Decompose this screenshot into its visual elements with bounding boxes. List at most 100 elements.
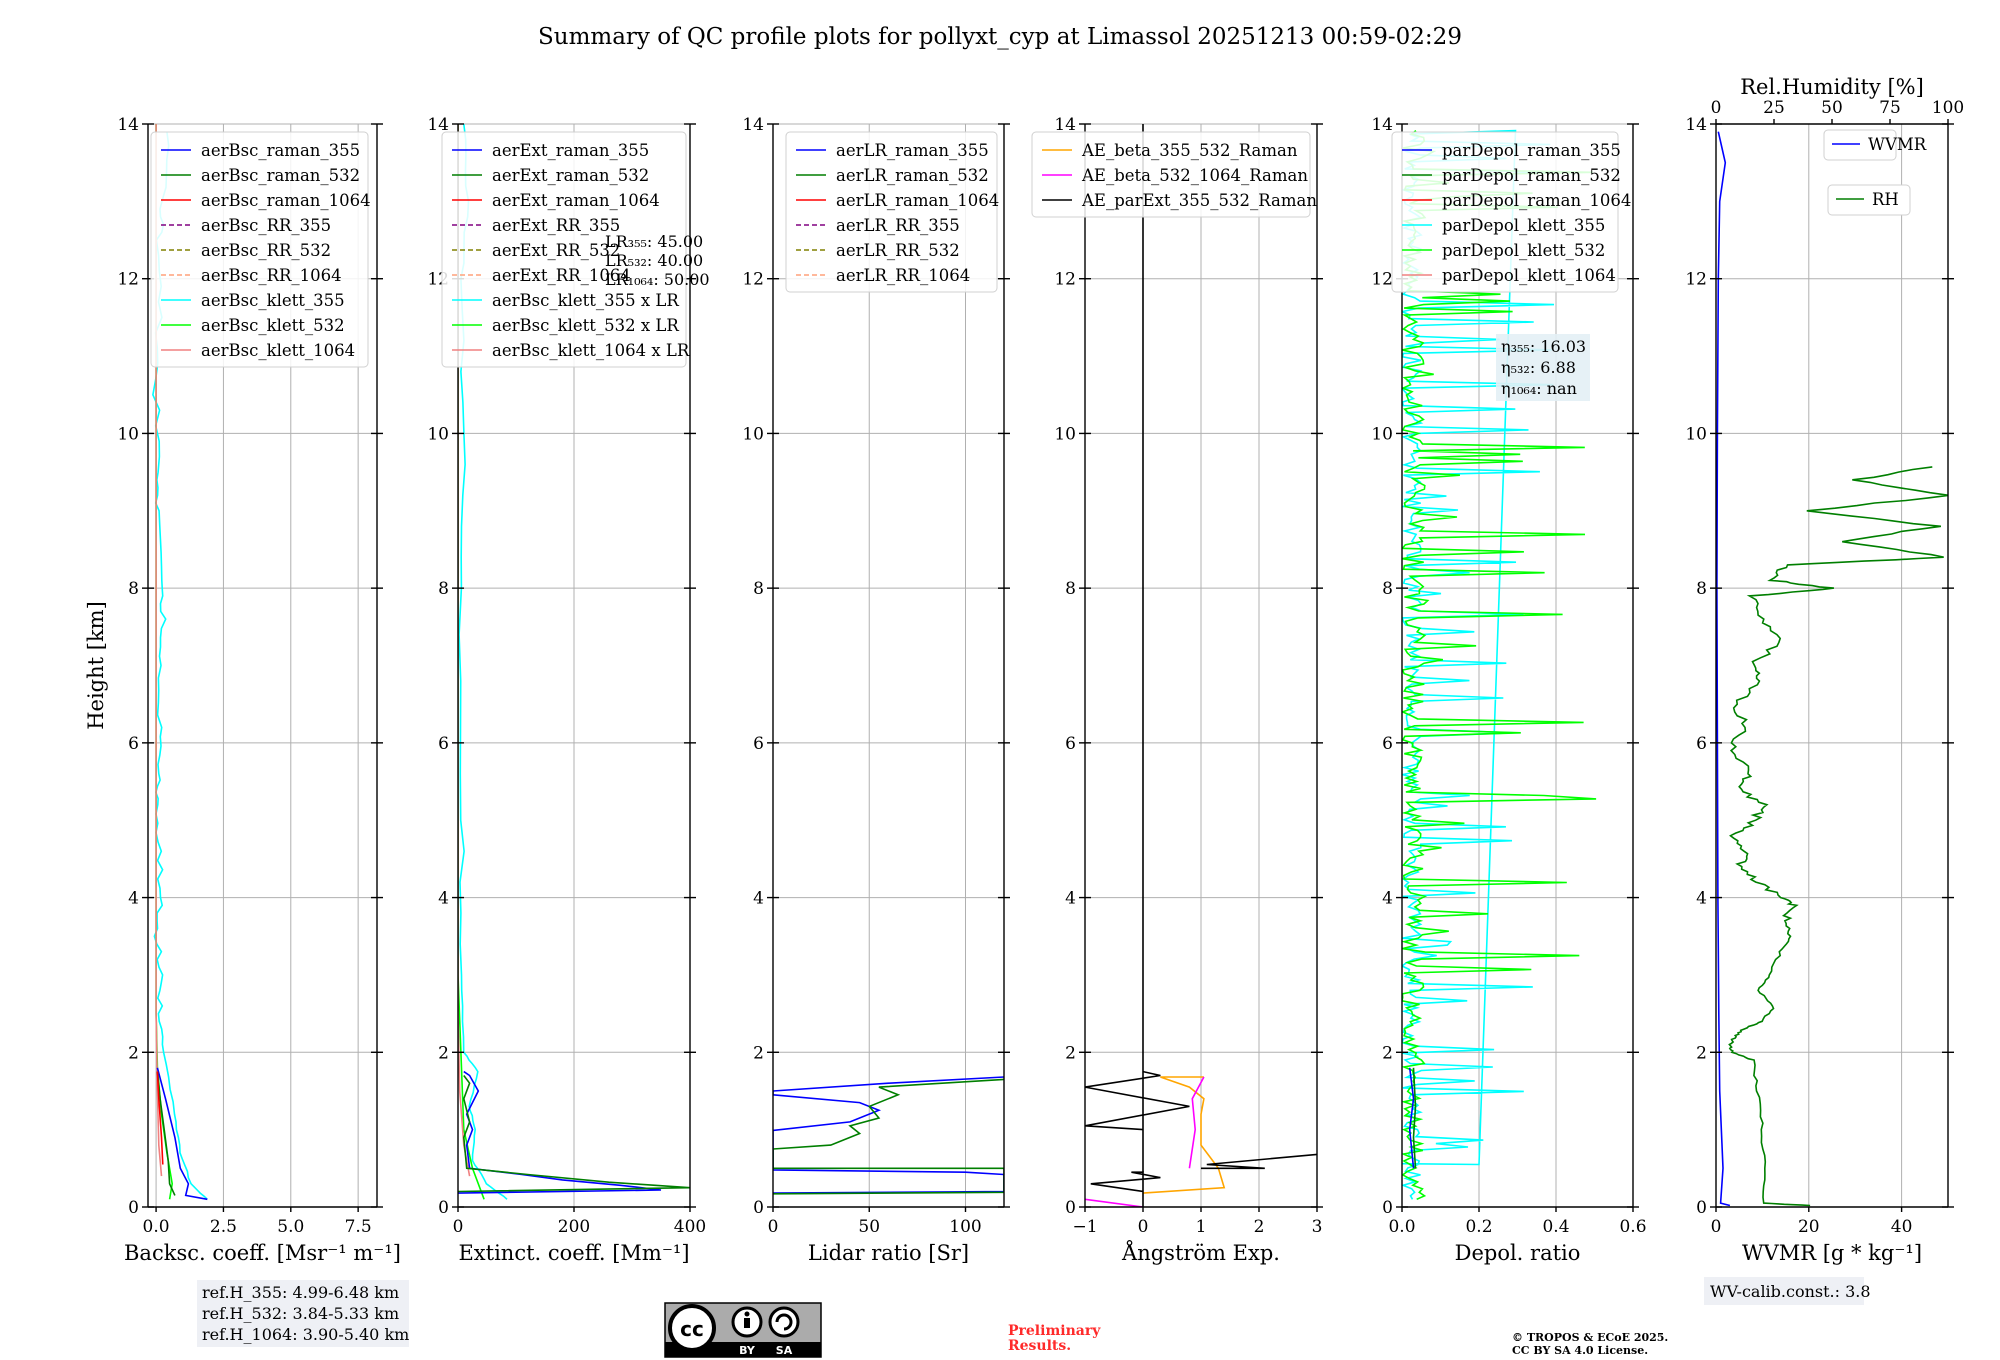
series-group bbox=[152, 124, 208, 1201]
legend-entry: aerBsc_raman_532 bbox=[201, 166, 360, 185]
preliminary-line1: Preliminary bbox=[1008, 1323, 1101, 1339]
legend-entry: aerBsc_klett_355 x LR bbox=[492, 291, 679, 310]
parDepol_klett_532-line bbox=[1402, 129, 1597, 1201]
top-x-tick-label: 100 bbox=[1932, 98, 1964, 118]
y-tick-label: 8 bbox=[1382, 579, 1393, 599]
y-tick-label: 10 bbox=[1685, 424, 1707, 444]
y-tick-label: 14 bbox=[427, 115, 449, 135]
y-tick-label: 0 bbox=[753, 1198, 764, 1218]
legend-entry: aerExt_RR_355 bbox=[492, 216, 620, 235]
sa-label: SA bbox=[776, 1344, 793, 1357]
legend: parDepol_raman_355 parDepol_raman_532 parD… bbox=[1391, 131, 1631, 293]
legend-entry: aerBsc_klett_532 x LR bbox=[492, 316, 679, 335]
legend-entry: AE_beta_355_532_Raman bbox=[1081, 141, 1298, 160]
y-tick-label: 6 bbox=[1382, 734, 1393, 754]
figure-title: Summary of QC profile plots for pollyxt_… bbox=[538, 24, 1462, 50]
ref-height-value: ref.H_1064: 3.90-5.40 km bbox=[202, 1325, 409, 1344]
aerExt_raman_355-line bbox=[458, 1070, 662, 1194]
y-tick-label: 10 bbox=[1054, 424, 1076, 444]
y-tick-label: 0 bbox=[128, 1198, 139, 1218]
parDepol_raman_355-line bbox=[1408, 1067, 1415, 1169]
ref-height-value: ref.H_355: 4.99-6.48 km bbox=[202, 1283, 399, 1302]
aerLR_raman_532-line bbox=[773, 1078, 1004, 1195]
y-tick-label: 0 bbox=[1065, 1198, 1076, 1218]
legend-entry: AE_parExt_355_532_Raman bbox=[1081, 191, 1317, 210]
y-tick-label: 10 bbox=[427, 424, 449, 444]
legend-entry: RH bbox=[1872, 190, 1899, 209]
y-tick-label: 0 bbox=[438, 1198, 449, 1218]
y-tick-label: 14 bbox=[1371, 115, 1393, 135]
eta-box bbox=[1496, 334, 1590, 401]
ref-height-value: ref.H_532: 3.84-5.33 km bbox=[202, 1304, 399, 1323]
legend-entry: aerBsc_klett_532 bbox=[201, 316, 345, 335]
cc-license-badge: cc BY SA bbox=[664, 1302, 822, 1358]
y-tick-label: 6 bbox=[1065, 734, 1076, 754]
y-tick-label: 4 bbox=[1696, 889, 1707, 909]
top-x-tick-label: 50 bbox=[1821, 98, 1843, 118]
AE_beta_532_1064_Raman-extra-line bbox=[1188, 1076, 1205, 1169]
lidar-ratio-label: LR₁₀₆₄: 50.00 bbox=[605, 270, 710, 289]
legend-entry: aerLR_RR_532 bbox=[836, 241, 960, 260]
x-axis-label: WVMR [g * kg⁻¹] bbox=[1742, 1241, 1922, 1265]
legend-frame bbox=[1827, 184, 1911, 216]
x-tick-label: 0.4 bbox=[1542, 1217, 1569, 1237]
legend-entry: aerLR_raman_355 bbox=[836, 141, 989, 160]
y-tick-label: 10 bbox=[117, 424, 139, 444]
y-tick-label: 14 bbox=[1054, 115, 1076, 135]
y-tick-label: 8 bbox=[753, 579, 764, 599]
x-tick-label: 50 bbox=[858, 1217, 880, 1237]
legend: aerLR_raman_355 aerLR_raman_532 aerLR_rama… bbox=[785, 131, 999, 293]
y-tick-label: 4 bbox=[1065, 889, 1076, 909]
y-tick-label: 8 bbox=[128, 579, 139, 599]
x-tick-label: 0.0 bbox=[143, 1217, 170, 1237]
grid bbox=[1715, 123, 1948, 1208]
AE_beta_355_532_Raman-line bbox=[1142, 1076, 1226, 1194]
y-tick-label: 2 bbox=[1696, 1043, 1707, 1063]
x-tick-label: 0 bbox=[768, 1217, 779, 1237]
wv-calib-box bbox=[1704, 1277, 1864, 1305]
series-group bbox=[1085, 124, 1317, 1207]
legend: aerExt_raman_355 aerExt_raman_532 aerExt_r… bbox=[441, 131, 690, 368]
legend-entry: parDepol_raman_1064 bbox=[1442, 191, 1631, 210]
AE_parExt_355_532_Raman-loop-line bbox=[1085, 1070, 1190, 1131]
eta-value: η₅₃₂: 6.88 bbox=[1501, 358, 1576, 377]
y-tick-label: 2 bbox=[1382, 1043, 1393, 1063]
x-tick-label: 1 bbox=[1196, 1217, 1207, 1237]
legend-entry: AE_beta_532_1064_Raman bbox=[1081, 166, 1308, 185]
y-tick-label: 10 bbox=[742, 424, 764, 444]
legend: aerBsc_raman_355 aerBsc_raman_532 aerBsc_r… bbox=[150, 131, 371, 368]
aerBsc_raman_1064-line bbox=[156, 1071, 164, 1165]
cc-icon bbox=[668, 1304, 716, 1352]
top-x-tick-label: 75 bbox=[1879, 98, 1901, 118]
RH-line bbox=[1728, 466, 1948, 1207]
x-tick-label: 7.5 bbox=[345, 1217, 372, 1237]
legend-entry: aerLR_raman_1064 bbox=[836, 191, 999, 210]
y-tick-label: 6 bbox=[1696, 734, 1707, 754]
y-tick-label: 8 bbox=[438, 579, 449, 599]
y-tick-label: 6 bbox=[753, 734, 764, 754]
x-tick-label: 100 bbox=[949, 1217, 981, 1237]
y-tick-label: 14 bbox=[742, 115, 764, 135]
legend-entry: aerBsc_klett_1064 bbox=[201, 341, 355, 360]
x-tick-label: 5.0 bbox=[277, 1217, 304, 1237]
preliminary-line2: Results. bbox=[1008, 1338, 1071, 1354]
legend-entry: aerBsc_RR_355 bbox=[201, 216, 331, 235]
x-axis-label: Lidar ratio [Sr] bbox=[808, 1241, 969, 1265]
legend-entry: WVMR bbox=[1868, 135, 1927, 154]
x-tick-label: 2 bbox=[1254, 1217, 1265, 1237]
legend-frame bbox=[1391, 131, 1619, 293]
x-axis-label: Extinct. coeff. [Mm⁻¹] bbox=[458, 1241, 689, 1265]
y-tick-label: 6 bbox=[128, 734, 139, 754]
legend-entry: parDepol_raman_532 bbox=[1442, 166, 1621, 185]
legend-entry: aerBsc_RR_532 bbox=[201, 241, 331, 260]
x-tick-label: 200 bbox=[558, 1217, 590, 1237]
series-group bbox=[1716, 131, 1948, 1207]
legend-frame bbox=[441, 131, 687, 368]
x-tick-label: 0.2 bbox=[1465, 1217, 1492, 1237]
lidar-ratio-label: LR₃₅₅: 45.00 bbox=[605, 232, 703, 251]
y-tick-label: 8 bbox=[1696, 579, 1707, 599]
AE_parExt_355_532_Raman-loop-line bbox=[1201, 1153, 1317, 1170]
